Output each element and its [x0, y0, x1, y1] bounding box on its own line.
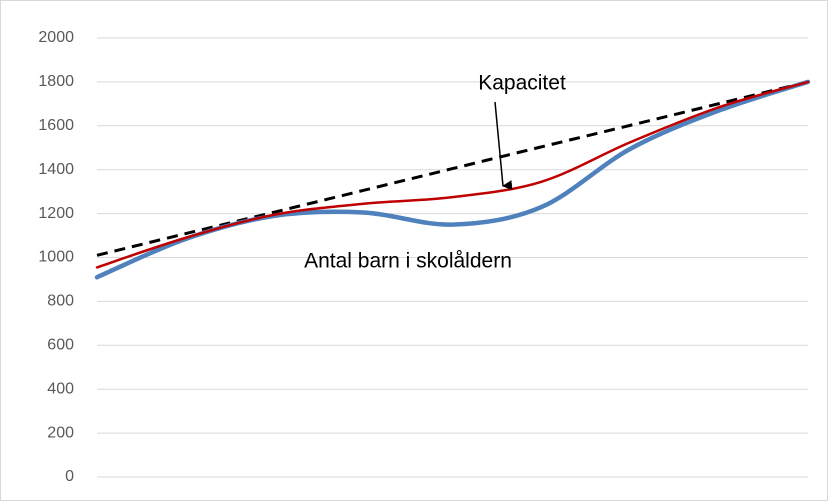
y-tick-label: 1600 [38, 117, 74, 134]
y-tick-label: 800 [47, 293, 74, 310]
y-tick-label: 1200 [38, 205, 74, 222]
grid [97, 37, 808, 478]
y-tick-label: 1000 [38, 249, 74, 266]
y-tick-label: 1400 [38, 161, 74, 178]
y-tick-label: 2000 [38, 29, 74, 46]
y-tick-label: 400 [47, 380, 74, 397]
annotation-arrow [494, 101, 513, 191]
annotation: Antal barn i skolåldern [304, 250, 512, 273]
y-tick-label: 600 [47, 337, 74, 354]
annotation: Kapacitet [478, 72, 566, 95]
series-line [96, 80, 809, 257]
series-line [95, 80, 810, 269]
lines [94, 79, 811, 280]
y-tick-label: 1800 [38, 73, 74, 90]
y-tick-label: 200 [47, 424, 74, 441]
y-tick-label: 0 [65, 468, 74, 485]
